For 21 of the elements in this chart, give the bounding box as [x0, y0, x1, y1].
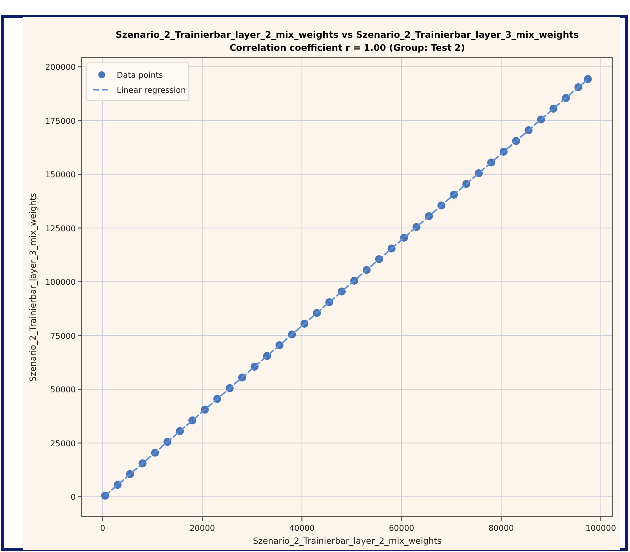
- y-tick-label: 0: [70, 493, 76, 502]
- y-axis-title: Szenario_2_Trainierbar_layer_3_mix_weights: [29, 192, 39, 382]
- y-tick-label: 25000: [50, 439, 76, 448]
- x-tick-label: 40000: [289, 524, 315, 533]
- x-axis-title: Szenario_2_Trainierbar_layer_2_mix_weights: [253, 537, 442, 547]
- x-tick-label: 100000: [586, 524, 616, 533]
- chart-subtitle: Correlation coefficient r = 1.00 (Group: Test 2): [230, 44, 466, 54]
- x-tick-label: 60000: [389, 524, 415, 533]
- legend-label: Data points: [117, 71, 164, 80]
- x-tick-label: 80000: [488, 524, 514, 533]
- y-tick-label: 100000: [45, 278, 76, 288]
- y-tick-label: 150000: [45, 170, 76, 180]
- legend-label: Linear regression: [117, 86, 186, 95]
- y-tick-label: 175000: [45, 116, 76, 126]
- chart-title: Szenario_2_Trainierbar_layer_2_mix_weights vs Szenario_2_Trainierbar_layer_3_mix_weights: [116, 31, 580, 41]
- y-tick-label: 50000: [50, 386, 76, 395]
- y-tick-label: 125000: [45, 224, 76, 234]
- y-tick-label: 75000: [50, 332, 76, 341]
- x-tick-label: 20000: [190, 524, 216, 533]
- y-tick-label: 200000: [45, 63, 76, 72]
- x-tick-label: 0: [100, 524, 106, 533]
